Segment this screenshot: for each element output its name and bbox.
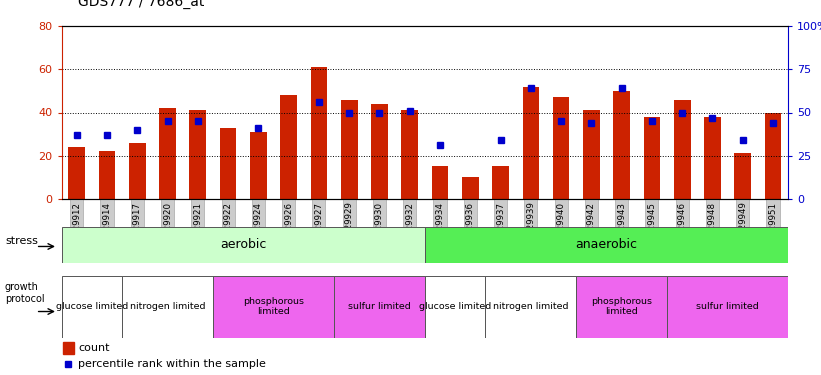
Text: nitrogen limited: nitrogen limited: [130, 302, 205, 311]
Bar: [190, 110, 206, 199]
Text: glucose limited: glucose limited: [56, 302, 128, 311]
Bar: [493, 166, 509, 199]
Bar: [425, 276, 485, 338]
Text: stress: stress: [5, 236, 38, 246]
Bar: [129, 143, 145, 199]
Bar: [401, 110, 418, 199]
Text: GDS777 / 7686_at: GDS777 / 7686_at: [78, 0, 204, 9]
Bar: [62, 276, 122, 338]
Bar: [462, 177, 479, 199]
Bar: [704, 117, 721, 199]
Text: nitrogen limited: nitrogen limited: [493, 302, 569, 311]
Text: anaerobic: anaerobic: [576, 238, 638, 251]
Bar: [583, 110, 599, 199]
Bar: [159, 108, 176, 199]
Bar: [122, 276, 213, 338]
Bar: [522, 87, 539, 199]
Bar: [62, 227, 425, 262]
Bar: [613, 91, 630, 199]
Bar: [764, 112, 782, 199]
Text: count: count: [78, 343, 109, 352]
Bar: [63, 342, 74, 354]
Bar: [334, 276, 425, 338]
Bar: [432, 166, 448, 199]
Text: phosphorous
limited: phosphorous limited: [591, 297, 652, 316]
Bar: [310, 67, 328, 199]
Bar: [280, 95, 297, 199]
Bar: [667, 276, 788, 338]
Text: sulfur limited: sulfur limited: [348, 302, 410, 311]
Text: aerobic: aerobic: [220, 238, 266, 251]
Text: phosphorous
limited: phosphorous limited: [243, 297, 304, 316]
Bar: [674, 100, 690, 199]
Bar: [213, 276, 334, 338]
Text: glucose limited: glucose limited: [419, 302, 491, 311]
Text: percentile rank within the sample: percentile rank within the sample: [78, 359, 266, 369]
Bar: [553, 98, 570, 199]
Bar: [99, 151, 115, 199]
Bar: [68, 147, 85, 199]
Bar: [371, 104, 388, 199]
Bar: [341, 100, 357, 199]
Bar: [644, 117, 660, 199]
Text: growth
protocol: growth protocol: [5, 282, 44, 304]
Bar: [220, 128, 236, 199]
Bar: [250, 132, 267, 199]
Bar: [425, 227, 788, 262]
Text: sulfur limited: sulfur limited: [696, 302, 759, 311]
Bar: [735, 153, 751, 199]
Bar: [576, 276, 667, 338]
Bar: [485, 276, 576, 338]
